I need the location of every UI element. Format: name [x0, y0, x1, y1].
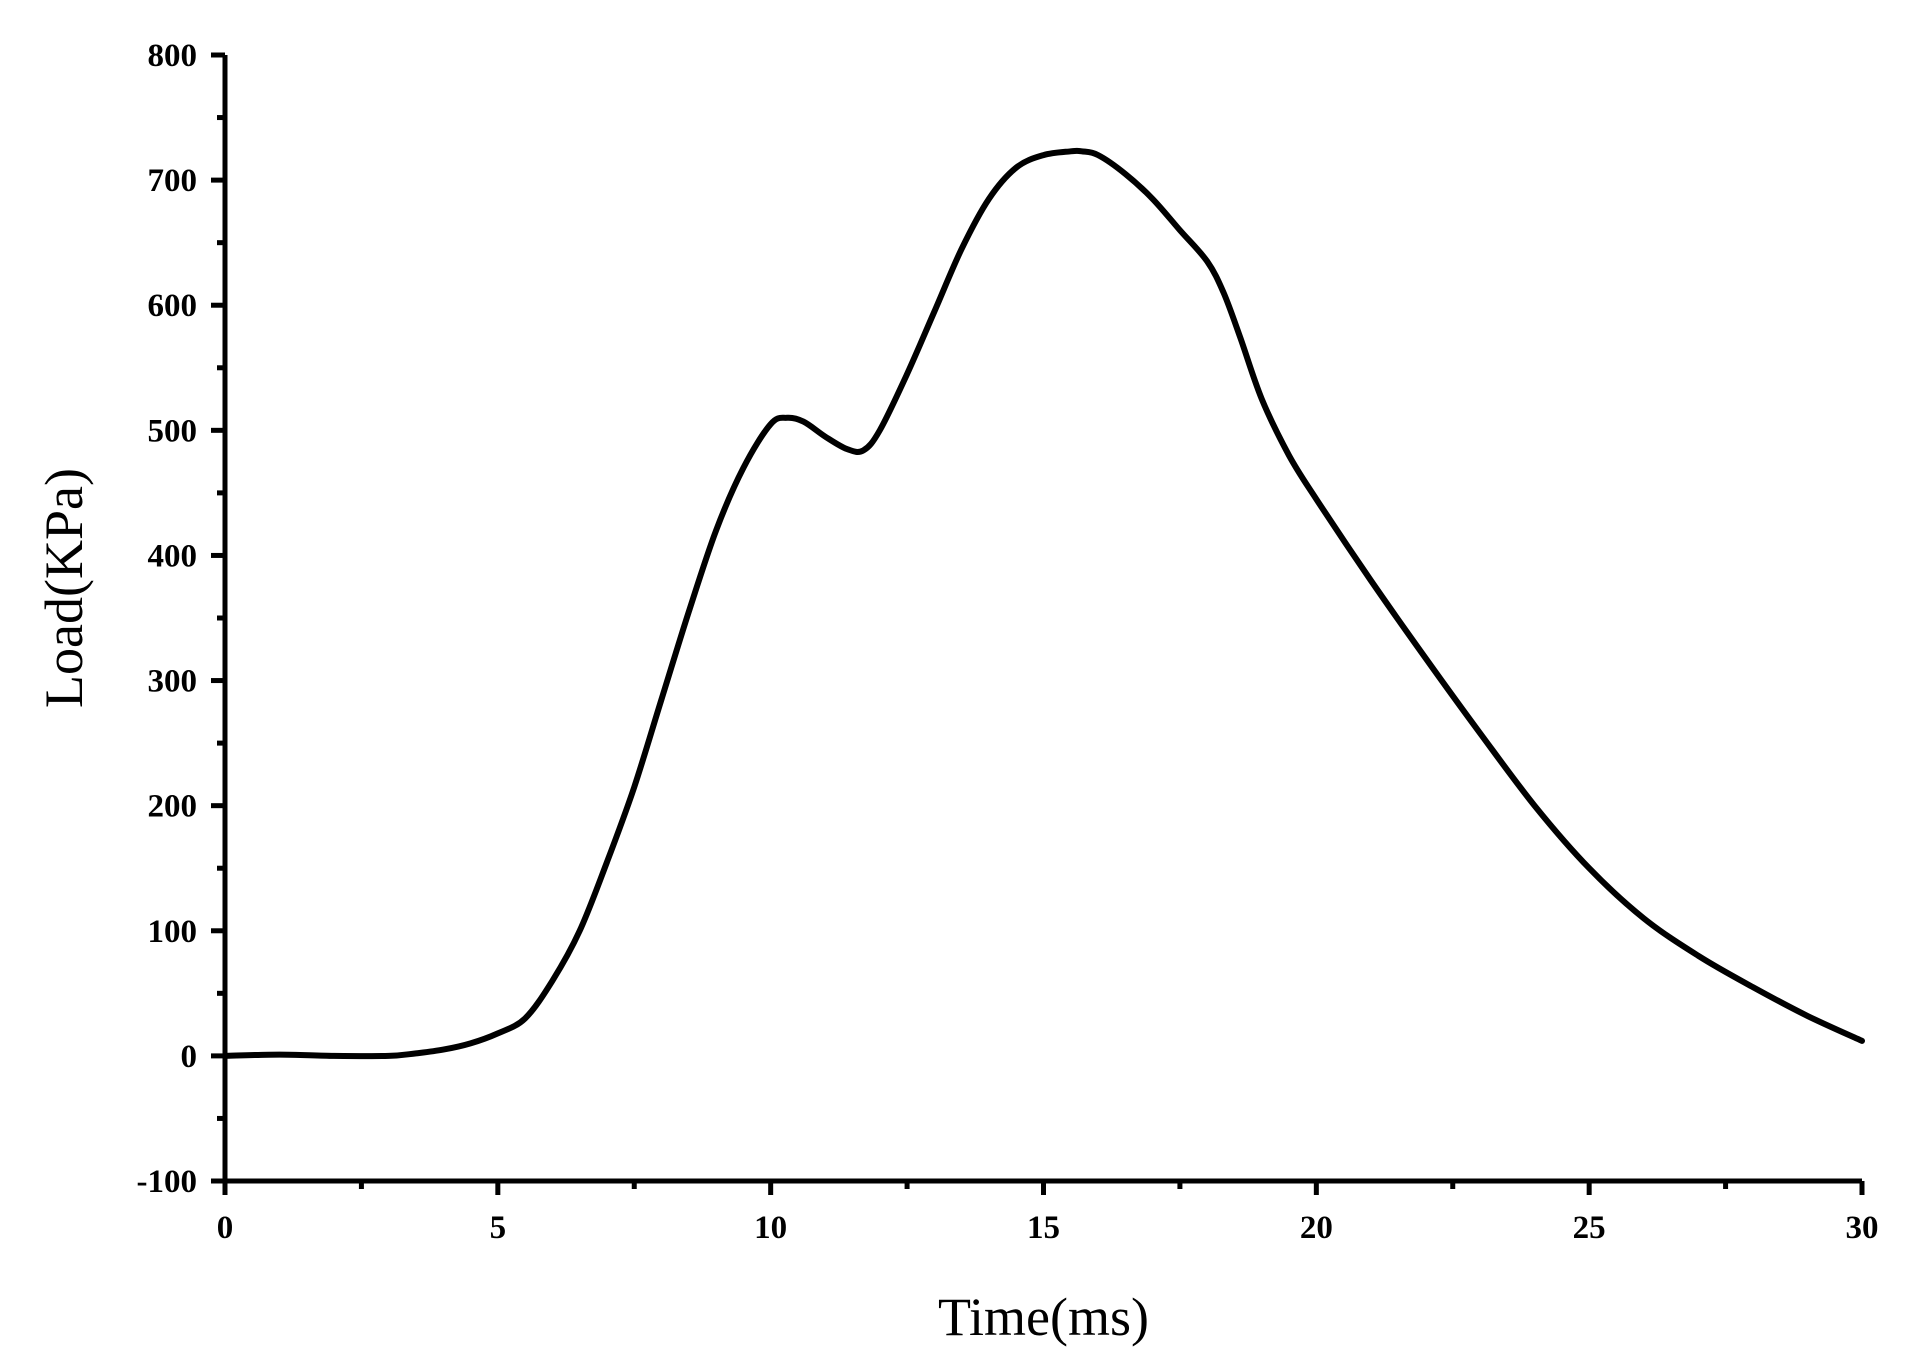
x-tick-label: 0	[217, 1210, 234, 1246]
x-tick-label: 10	[754, 1210, 787, 1246]
y-axis-tick-labels: -100 0 100 200 300 400 500 600 700 800	[137, 38, 198, 1200]
x-tick-label: 25	[1573, 1210, 1606, 1246]
y-tick-label: 700	[148, 163, 198, 199]
y-tick-label: 400	[148, 538, 198, 574]
y-tick-label: 500	[148, 413, 198, 449]
y-tick-label: 0	[181, 1039, 198, 1075]
x-axis-tick-labels: 0 5 10 15 20 25 30	[217, 1210, 1879, 1246]
series-line	[222, 147, 1865, 1060]
y-tick-label: 800	[148, 38, 198, 74]
y-tick-label: 300	[148, 664, 198, 700]
x-tick-label: 20	[1300, 1210, 1333, 1246]
y-tick-label: 200	[148, 789, 198, 825]
y-tick-label: 600	[148, 288, 198, 324]
y-axis-title: Load(KPa)	[34, 468, 94, 708]
x-axis-title: Time(ms)	[938, 1287, 1149, 1347]
y-tick-label: -100	[137, 1164, 198, 1200]
x-tick-label: 5	[490, 1210, 507, 1246]
x-tick-label: 15	[1027, 1210, 1060, 1246]
x-tick-label: 30	[1846, 1210, 1879, 1246]
y-tick-label: 100	[148, 914, 198, 950]
